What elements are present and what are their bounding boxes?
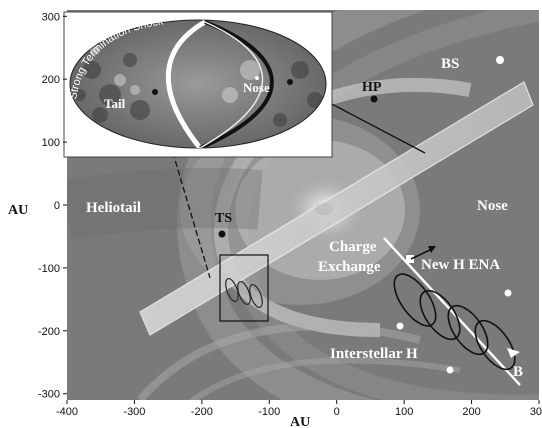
charge-exchange-label-1: Charge	[329, 239, 377, 255]
hp-label: HP	[362, 80, 382, 95]
x-tick-label: -100	[258, 406, 280, 418]
inset-ribbon-white-inner	[199, 21, 263, 148]
x-tick-label: 300	[530, 406, 542, 418]
x-tick-label: -200	[191, 406, 213, 418]
b-field-arrow-head	[507, 348, 520, 358]
hp-marker	[370, 95, 378, 103]
inset-nose-label: Nose	[243, 80, 270, 95]
x-tick-label: 100	[395, 406, 413, 418]
x-tick-label: 0	[334, 406, 340, 418]
interstellar-h-dots	[396, 56, 512, 374]
inset-nose-marker	[287, 79, 293, 85]
y-tick-label: 0	[54, 200, 60, 212]
heliotail-band	[67, 168, 263, 240]
heliotail-label: Heliotail	[86, 200, 141, 216]
charge-exchange-label-2: Exchange	[318, 259, 381, 275]
bs-label: BS	[441, 56, 459, 72]
inset-tail-marker	[152, 89, 158, 95]
y-axis-ticks: 300 200 100 0 -100 -200 -300	[38, 11, 67, 401]
y-tick-label: 100	[42, 137, 60, 149]
x-axis: -400 -300 -200 -100 0 100 200 300 AU	[56, 400, 542, 428]
y-tick-label: -200	[38, 326, 60, 338]
inset-nose-dot	[255, 76, 259, 80]
gyration-loops	[393, 273, 516, 371]
inset-ribbon-white	[165, 20, 207, 148]
new-h-ena-label: New H ENA	[421, 257, 500, 273]
heliosphere-structures: Heliotail Nose TS HP BS Charge Exchange …	[67, 10, 539, 400]
x-tick-label: 200	[462, 406, 480, 418]
y-tick-label: 200	[42, 74, 60, 86]
b-field-label: B	[513, 364, 523, 380]
lower-arc-2	[188, 357, 461, 400]
zoom-box	[219, 254, 269, 322]
inset-panel: Strong Termination Shock Tail Nose	[63, 11, 333, 158]
ts-marker	[218, 230, 226, 238]
x-axis-ticks: -400 -300 -200 -100 0 100 200 300	[56, 400, 542, 418]
y-axis-title: AU	[8, 203, 28, 218]
interstellar-h-label: Interstellar H	[330, 346, 418, 362]
new-ena-arrow-head	[428, 246, 436, 253]
x-axis-title: AU	[290, 415, 310, 428]
y-tick-label: -100	[38, 263, 60, 275]
y-axis: 300 200 100 0 -100 -200 -300 AU	[8, 11, 67, 401]
ts-label: TS	[215, 211, 232, 226]
charge-exchange-marker	[406, 255, 414, 263]
line-of-sight-beam	[139, 81, 534, 336]
x-tick-label: -400	[56, 406, 78, 418]
x-tick-label: -300	[123, 406, 145, 418]
y-tick-label: 300	[42, 11, 60, 23]
lower-arc-1	[136, 322, 421, 400]
inset-tail-label: Tail	[104, 96, 126, 111]
inset-ribbon-black	[199, 20, 274, 148]
nose-label: Nose	[477, 198, 508, 214]
zoom-box-gyration-loops	[225, 277, 263, 309]
heliopause-band	[214, 77, 472, 337]
y-tick-label: -300	[38, 389, 60, 401]
